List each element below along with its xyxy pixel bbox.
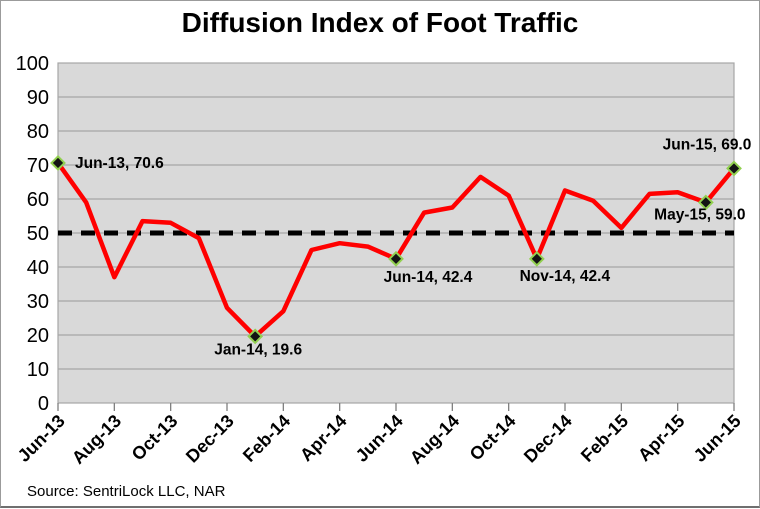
y-axis-tick-label: 70: [27, 155, 49, 177]
x-axis-tick-label: Oct-13: [128, 411, 182, 465]
x-axis-tick-label: Dec-13: [182, 411, 238, 467]
y-axis-tick-label: 20: [27, 325, 49, 347]
y-axis-tick-label: 0: [38, 393, 49, 415]
chart-title: Diffusion Index of Foot Traffic: [181, 7, 579, 38]
x-axis-tick-label: Dec-14: [520, 411, 576, 467]
y-axis-tick-label: 100: [16, 53, 49, 75]
x-axis-tick-label: Aug-13: [68, 411, 125, 468]
x-axis-tick-label: Feb-14: [239, 411, 294, 466]
x-axis-tick-label: Feb-15: [577, 411, 632, 466]
data-point-marker: [50, 155, 66, 171]
x-axis-tick-label: Apr-15: [634, 411, 688, 465]
y-axis-tick-label: 80: [27, 121, 49, 143]
data-point-label: Jun-15, 69.0: [663, 136, 752, 153]
data-point-label: Jun-14, 42.4: [384, 269, 473, 286]
x-axis-tick-label: Oct-14: [466, 411, 520, 465]
x-axis-tick-label: Aug-14: [406, 411, 463, 468]
x-axis-tick-label: Jun-14: [352, 411, 407, 466]
x-axis-tick-label: Apr-14: [296, 411, 350, 465]
x-axis-tick-label: Jun-13: [14, 411, 69, 466]
data-point-label: Jan-14, 19.6: [214, 341, 302, 358]
data-point-label: May-15, 59.0: [654, 206, 745, 223]
y-axis-tick-label: 90: [27, 87, 49, 109]
x-axis-tick-label: Jun-15: [690, 411, 745, 466]
y-axis-tick-label: 30: [27, 291, 49, 313]
data-point-marker: [528, 250, 545, 267]
y-axis-tick-label: 50: [27, 223, 49, 245]
data-point-marker: [726, 160, 742, 177]
data-point-marker: [697, 194, 714, 211]
y-axis-tick-label: 10: [27, 359, 49, 381]
y-axis-tick-label: 40: [27, 257, 49, 279]
data-point-marker: [388, 250, 404, 267]
y-axis-tick-label: 60: [27, 189, 49, 211]
data-point-label: Jun-13, 70.6: [75, 155, 164, 172]
data-point-label: Nov-14, 42.4: [520, 268, 611, 285]
data-point-marker: [247, 328, 264, 345]
source-note: Source: SentriLock LLC, NAR: [27, 483, 226, 500]
